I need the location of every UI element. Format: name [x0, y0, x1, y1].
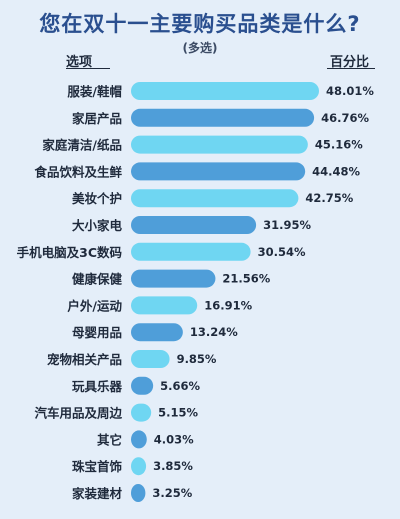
- column-header-options-underline: [66, 68, 110, 69]
- value-label: 30.54%: [258, 245, 306, 259]
- value-label: 44.48%: [312, 164, 360, 178]
- category-label: 手机电脑及3C数码: [17, 245, 122, 260]
- bar: [131, 296, 198, 315]
- bar: [131, 135, 308, 154]
- bar: [131, 430, 147, 449]
- value-label: 4.03%: [154, 432, 194, 446]
- bar: [131, 242, 251, 261]
- category-label: 家庭清洁/纸品: [42, 138, 122, 153]
- bar: [131, 108, 315, 127]
- bar: [131, 162, 306, 181]
- value-label: 31.95%: [263, 218, 311, 232]
- bar: [131, 82, 319, 100]
- chart-subtitle: (多选): [182, 41, 218, 55]
- value-label: 45.16%: [315, 138, 363, 152]
- value-label: 16.91%: [204, 298, 252, 312]
- category-label: 家装建材: [72, 486, 123, 501]
- category-label: 母婴用品: [72, 325, 122, 340]
- category-label: 健康保健: [72, 272, 123, 287]
- bar: [131, 457, 147, 476]
- bar: [131, 484, 146, 502]
- column-header-options: 选项: [66, 55, 93, 70]
- value-label: 5.66%: [160, 379, 200, 393]
- value-label: 9.85%: [177, 352, 217, 366]
- bar: [131, 350, 170, 368]
- category-label: 服装/鞋帽: [67, 84, 122, 99]
- value-label: 48.01%: [326, 84, 374, 98]
- category-label: 珠宝首饰: [72, 459, 123, 474]
- bar: [131, 216, 257, 234]
- category-label: 宠物相关产品: [47, 352, 122, 367]
- column-header-percent: 百分比: [330, 55, 370, 70]
- value-label: 21.56%: [222, 272, 270, 286]
- value-label: 5.15%: [158, 406, 198, 420]
- bar: [131, 189, 299, 208]
- category-label: 汽车用品及周边: [34, 406, 122, 421]
- category-label: 美妆个护: [72, 191, 122, 206]
- category-label: 家居产品: [72, 111, 122, 126]
- bar: [131, 376, 154, 395]
- value-label: 3.25%: [152, 486, 192, 500]
- value-label: 46.76%: [321, 111, 369, 125]
- value-label: 3.85%: [153, 459, 193, 473]
- bar: [131, 323, 183, 342]
- category-label: 其它: [97, 432, 122, 447]
- bar: [131, 269, 216, 288]
- category-label: 大小家电: [72, 218, 123, 233]
- chart-title: 您在双十一主要购买品类是什么?: [39, 12, 361, 36]
- value-label: 42.75%: [305, 191, 353, 205]
- value-label: 13.24%: [190, 325, 238, 339]
- category-label: 户外/运动: [67, 298, 122, 313]
- category-label: 食品饮料及生鲜: [33, 164, 122, 179]
- category-label: 玩具乐器: [72, 379, 123, 394]
- bar: [131, 403, 152, 422]
- column-header-percent-underline: [327, 68, 375, 69]
